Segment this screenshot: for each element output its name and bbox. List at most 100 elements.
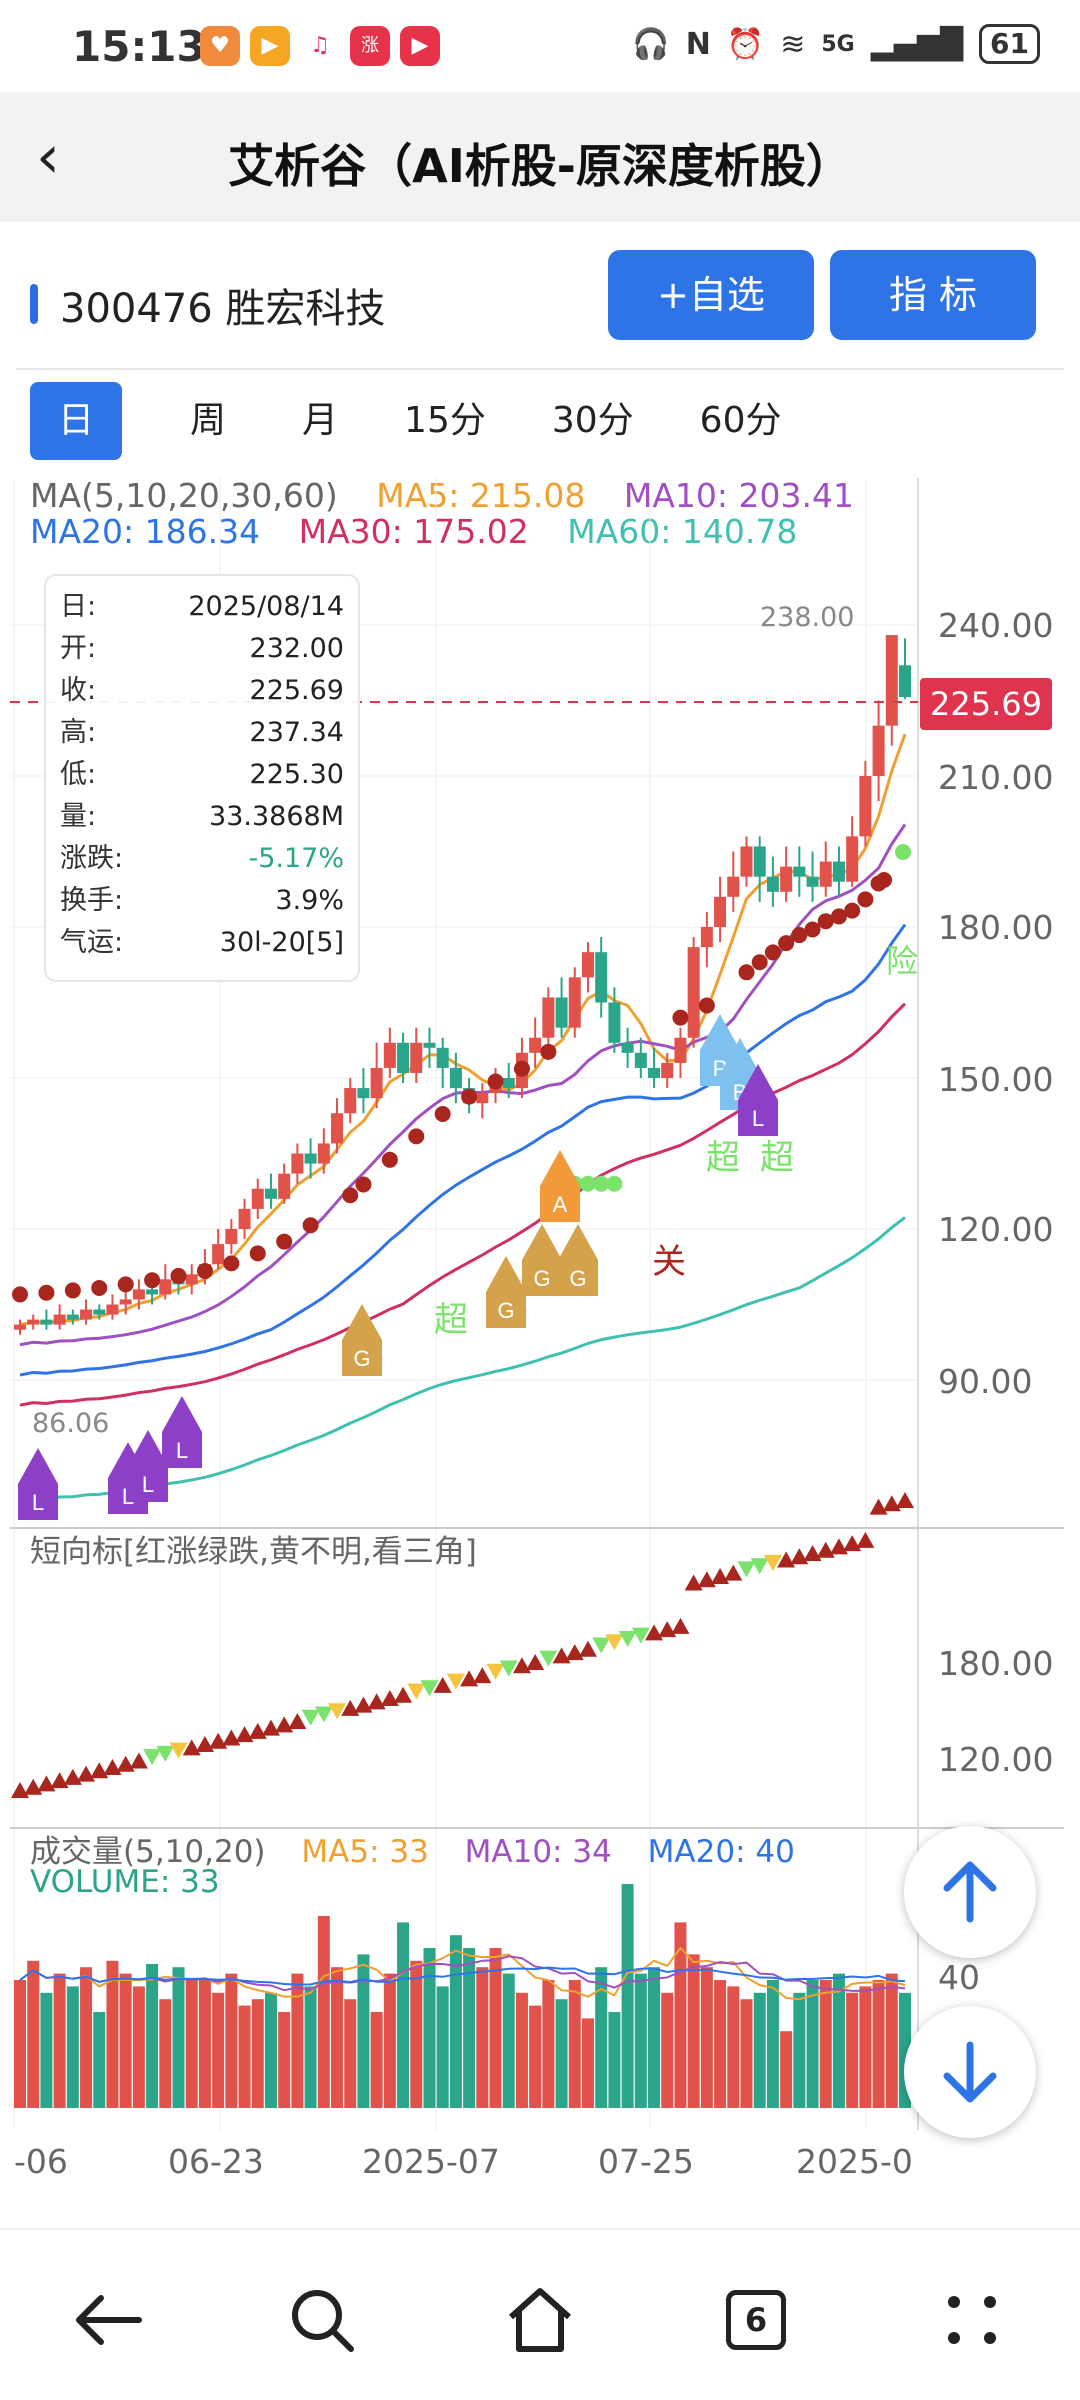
ma-legend-row2: MA20: 186.34 MA30: 175.02 MA60: 140.78 (30, 512, 797, 551)
back-icon[interactable]: ‹ (36, 122, 60, 192)
marker-letter: G (497, 1298, 514, 1323)
scroll-down-button[interactable] (904, 2006, 1036, 2138)
volume-bar (198, 1980, 211, 2108)
candle-body (238, 1208, 251, 1229)
trend-triangle (790, 1548, 809, 1565)
trend-triangle (526, 1653, 545, 1670)
info-key: 日: (60, 591, 97, 622)
tab-week[interactable]: 周 (190, 400, 227, 441)
trend-triangle (143, 1749, 162, 1766)
signal-dot (817, 913, 834, 930)
signal-dot (513, 1060, 530, 1077)
signal-dot (302, 1217, 319, 1234)
candle-body (14, 1324, 26, 1330)
marker-g: G (522, 1224, 562, 1296)
tab-month[interactable]: 月 (302, 400, 339, 441)
volume-bar (146, 1964, 159, 2108)
nav-tabs-button[interactable]: 6 (716, 2280, 796, 2360)
marker-shape (18, 1448, 58, 1520)
signal-dot (461, 1088, 478, 1105)
volume-bar (674, 1922, 687, 2108)
arrow-down-icon (943, 2041, 997, 2103)
alarm-icon: ⏰ (726, 26, 765, 62)
volume-bar (608, 2012, 621, 2108)
info-key: 收: (60, 675, 97, 706)
volume-bar (370, 2012, 383, 2108)
signal-dot (223, 1255, 240, 1272)
candle-body (714, 896, 727, 927)
app-notification-icon: ▶ (250, 26, 290, 66)
system-nav-bar: 6 (0, 2228, 1080, 2400)
volume-bar (264, 1992, 277, 2108)
trend-triangle (578, 1640, 597, 1657)
volume-ma10: MA10: 34 (464, 1834, 612, 1870)
candle-body (278, 1173, 291, 1199)
trend-triangle (275, 1716, 294, 1733)
candle-body (344, 1088, 357, 1114)
trend-triangle (11, 1782, 29, 1798)
volume-bar (344, 1999, 357, 2108)
trend-triangle (499, 1660, 518, 1677)
nav-menu-button[interactable] (932, 2280, 1012, 2360)
volume-bar (80, 1967, 93, 2108)
candle-body (581, 952, 594, 978)
status-time: 15:13 (72, 22, 206, 71)
volume-bar (463, 1948, 476, 2108)
volume-bar (225, 1973, 238, 2108)
candle-body (595, 952, 608, 1003)
volume-bar (436, 1986, 449, 2108)
nav-back-button[interactable] (68, 2280, 148, 2360)
marker-l: L (18, 1448, 58, 1520)
trend-triangle (711, 1567, 730, 1584)
volume-bar (357, 1954, 370, 2108)
tab-15min[interactable]: 15分 (404, 400, 486, 441)
candle-body (846, 836, 859, 882)
volume-ma20: MA20: 40 (647, 1834, 795, 1870)
candle-body (106, 1304, 119, 1315)
candle-body (661, 1062, 674, 1078)
trend-triangle (328, 1703, 347, 1720)
marker-g: G (558, 1224, 598, 1296)
signal-dot-green (579, 1175, 596, 1192)
trend-triangle (195, 1736, 214, 1753)
marker-letter: L (142, 1472, 154, 1497)
candle-body (555, 997, 568, 1028)
kline-chart[interactable]: LLLLGGGGAPBL (0, 470, 1080, 2190)
x-axis-label: 07-25 (598, 2142, 694, 2181)
scroll-up-button[interactable] (904, 1826, 1036, 1958)
volume-bar (383, 1973, 396, 2108)
tab-day[interactable]: 日 (30, 382, 123, 460)
nav-home-button[interactable] (500, 2280, 580, 2360)
trend-triangle (539, 1650, 558, 1667)
network-label: 5G (821, 31, 855, 57)
volume-bar (449, 1935, 462, 2108)
divider (16, 368, 1064, 370)
trend-triangle (486, 1663, 505, 1680)
candle-body (872, 725, 885, 776)
trend-triangle (473, 1667, 492, 1684)
signal-dot (738, 964, 755, 981)
signal-dot (12, 1286, 28, 1303)
price-axis-label: 120.00 (938, 1210, 1054, 1249)
trend-triangle (182, 1739, 201, 1756)
volume-axis-label: 40 (938, 1958, 980, 1997)
candle-body (423, 1042, 436, 1048)
info-key: 高: (60, 717, 97, 748)
nav-search-button[interactable] (282, 2280, 362, 2360)
tab-30min[interactable]: 30分 (551, 400, 634, 441)
add-watchlist-button[interactable]: +自选 (608, 250, 814, 340)
info-key: 开: (60, 633, 97, 664)
volume-bar (555, 1999, 568, 2108)
info-key: 涨跌: (60, 843, 124, 874)
candle-body (66, 1314, 79, 1320)
tab-60min[interactable]: 60分 (699, 400, 782, 441)
indicator-button[interactable]: 指 标 (830, 250, 1036, 340)
volume-ma5: MA5: 33 (301, 1834, 429, 1870)
candle-body (93, 1309, 106, 1315)
trend-triangle (129, 1752, 148, 1769)
volume-bar (397, 1922, 410, 2108)
candle-body (476, 1093, 489, 1104)
accent-bar (30, 284, 38, 324)
candle-body (80, 1309, 93, 1320)
indicator-axis-label: 180.00 (938, 1644, 1054, 1683)
